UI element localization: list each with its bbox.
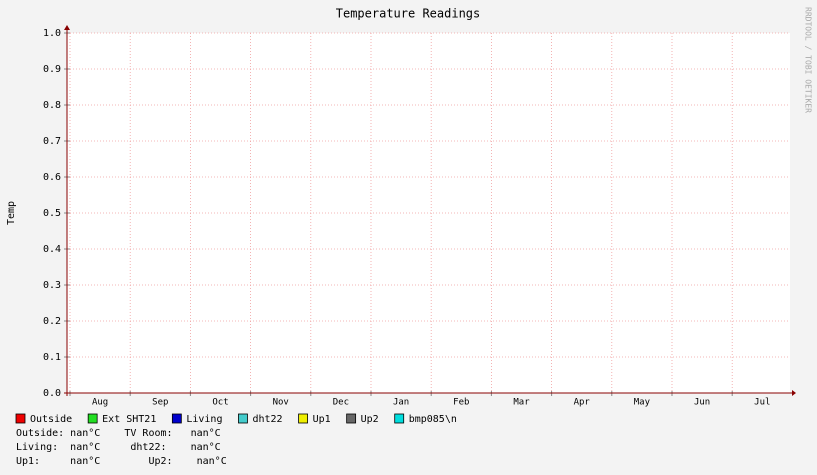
y-tick-label: 0.0 <box>43 388 61 399</box>
legend-swatch <box>394 413 405 424</box>
x-tick-label: Jun <box>694 398 710 408</box>
legend-label: bmp085\n <box>409 414 457 425</box>
legend-label: Ext SHT21 <box>102 414 156 425</box>
legend-swatch <box>171 413 182 424</box>
summary-line: Outside: nan°C TV Room: nan°C <box>16 428 221 439</box>
x-tick-label: Sep <box>152 398 168 408</box>
x-tick-label: Dec <box>333 398 349 408</box>
axis-arrow <box>64 25 70 30</box>
x-tick-label: Jul <box>754 398 770 408</box>
y-tick-label: 0.5 <box>43 208 61 219</box>
y-tick-label: 0.2 <box>43 316 61 327</box>
x-tick-label: Oct <box>212 398 228 408</box>
axis-arrow <box>792 390 796 396</box>
legend-label: Up2 <box>361 414 379 425</box>
y-tick-label: 0.1 <box>43 352 61 363</box>
chart-title: Temperature Readings <box>336 7 481 21</box>
x-tick-label: Aug <box>92 398 108 408</box>
y-tick-label: 0.3 <box>43 280 61 291</box>
y-tick-label: 0.9 <box>43 64 61 75</box>
x-tick-label: May <box>634 398 651 408</box>
y-tick-label: 0.6 <box>43 172 61 183</box>
x-tick-label: Nov <box>273 398 289 408</box>
legend-swatch <box>346 413 357 424</box>
x-tick-label: Apr <box>574 398 591 408</box>
x-tick-label: Jan <box>393 398 409 408</box>
y-axis-label: Temp <box>6 201 17 225</box>
legend-label: Outside <box>30 414 72 425</box>
y-tick-label: 1.0 <box>43 28 61 39</box>
y-tick-label: 0.4 <box>43 244 61 255</box>
legend-swatch <box>15 413 26 424</box>
legend-swatch <box>298 413 308 424</box>
x-tick-label: Mar <box>513 398 530 408</box>
y-tick-label: 0.7 <box>43 136 61 147</box>
legend-swatch <box>87 413 98 424</box>
x-tick-label: Feb <box>453 398 469 408</box>
summary-line: Living: nan°C dht22: nan°C <box>16 442 221 453</box>
legend-label: Living <box>186 414 222 425</box>
legend-label: dht22 <box>252 414 282 425</box>
y-tick-label: 0.8 <box>43 100 61 111</box>
legend-label: Up1 <box>313 414 331 425</box>
summary-line: Up1: nan°C Up2: nan°C <box>16 456 227 467</box>
watermark: RRDTOOL / TOBI OETIKER <box>804 7 813 113</box>
legend-swatch <box>238 413 248 424</box>
